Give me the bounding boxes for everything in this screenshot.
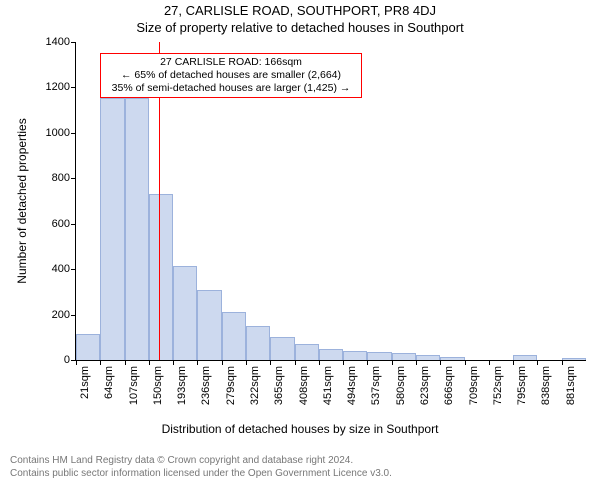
chart-title-line1: 27, CARLISLE ROAD, SOUTHPORT, PR8 4DJ <box>0 3 600 19</box>
x-tick-label: 279sqm <box>225 366 237 405</box>
x-tick-label: 752sqm <box>492 366 504 405</box>
histogram-bar <box>173 266 197 360</box>
x-tick-label: 451sqm <box>322 366 334 405</box>
x-tick-mark <box>367 360 368 365</box>
chart-container: 27, CARLISLE ROAD, SOUTHPORT, PR8 4DJ Si… <box>0 0 600 500</box>
x-tick-mark <box>343 360 344 365</box>
x-tick-mark <box>440 360 441 365</box>
y-tick-mark <box>71 87 76 88</box>
histogram-bar <box>367 352 391 360</box>
histogram-bar <box>562 358 586 360</box>
x-tick-label: 64sqm <box>103 366 115 399</box>
histogram-bar <box>343 351 367 360</box>
x-tick-mark <box>100 360 101 365</box>
x-tick-label: 537sqm <box>370 366 382 405</box>
y-tick-mark <box>71 269 76 270</box>
x-tick-label: 795sqm <box>516 366 528 405</box>
x-tick-mark <box>149 360 150 365</box>
x-tick-mark <box>295 360 296 365</box>
x-tick-label: 580sqm <box>395 366 407 405</box>
x-tick-mark <box>392 360 393 365</box>
x-tick-mark <box>197 360 198 365</box>
histogram-bar <box>125 98 149 360</box>
x-tick-mark <box>76 360 77 365</box>
x-tick-mark <box>416 360 417 365</box>
annotation-line2: ← 65% of detached houses are smaller (2,… <box>107 69 355 82</box>
histogram-bar <box>246 326 270 360</box>
x-tick-label: 322sqm <box>249 366 261 405</box>
histogram-bar <box>76 334 100 360</box>
x-tick-label: 881sqm <box>565 366 577 405</box>
y-tick-mark <box>71 224 76 225</box>
annotation-line3: 35% of semi-detached houses are larger (… <box>107 82 355 95</box>
histogram-bar <box>149 194 173 360</box>
x-axis-title: Distribution of detached houses by size … <box>0 422 600 436</box>
x-tick-mark <box>562 360 563 365</box>
histogram-bar <box>222 312 246 360</box>
x-tick-label: 709sqm <box>468 366 480 405</box>
histogram-bar <box>392 353 416 360</box>
x-tick-label: 838sqm <box>540 366 552 405</box>
x-tick-mark <box>173 360 174 365</box>
x-tick-mark <box>537 360 538 365</box>
x-tick-label: 150sqm <box>152 366 164 405</box>
annotation-line1: 27 CARLISLE ROAD: 166sqm <box>107 56 355 69</box>
x-tick-label: 408sqm <box>298 366 310 405</box>
histogram-bar <box>295 344 319 360</box>
x-tick-label: 193sqm <box>176 366 188 405</box>
histogram-bar <box>440 357 464 360</box>
y-tick-mark <box>71 315 76 316</box>
x-tick-mark <box>270 360 271 365</box>
chart-title-line2: Size of property relative to detached ho… <box>0 20 600 36</box>
x-tick-label: 623sqm <box>419 366 431 405</box>
y-tick-mark <box>71 133 76 134</box>
x-tick-mark <box>125 360 126 365</box>
histogram-bar <box>100 98 124 360</box>
x-tick-label: 236sqm <box>200 366 212 405</box>
x-tick-mark <box>489 360 490 365</box>
histogram-bar <box>416 355 440 360</box>
histogram-bar <box>319 349 343 360</box>
x-tick-label: 107sqm <box>128 366 140 405</box>
x-tick-label: 365sqm <box>273 366 285 405</box>
x-tick-label: 666sqm <box>443 366 455 405</box>
x-tick-mark <box>513 360 514 365</box>
histogram-bar <box>270 337 294 360</box>
x-tick-mark <box>246 360 247 365</box>
y-tick-mark <box>71 42 76 43</box>
y-tick-mark <box>71 178 76 179</box>
x-tick-mark <box>465 360 466 365</box>
annotation-box: 27 CARLISLE ROAD: 166sqm ← 65% of detach… <box>100 53 362 98</box>
histogram-bar <box>513 355 537 360</box>
footer-line1: Contains HM Land Registry data © Crown c… <box>10 454 600 467</box>
footer-line2: Contains public sector information licen… <box>10 467 600 480</box>
footer-attribution: Contains HM Land Registry data © Crown c… <box>0 454 600 480</box>
x-tick-label: 21sqm <box>79 366 91 399</box>
y-axis-title: Number of detached properties <box>15 118 29 283</box>
histogram-bar <box>197 290 221 360</box>
x-tick-mark <box>222 360 223 365</box>
x-tick-mark <box>319 360 320 365</box>
x-tick-label: 494sqm <box>346 366 358 405</box>
